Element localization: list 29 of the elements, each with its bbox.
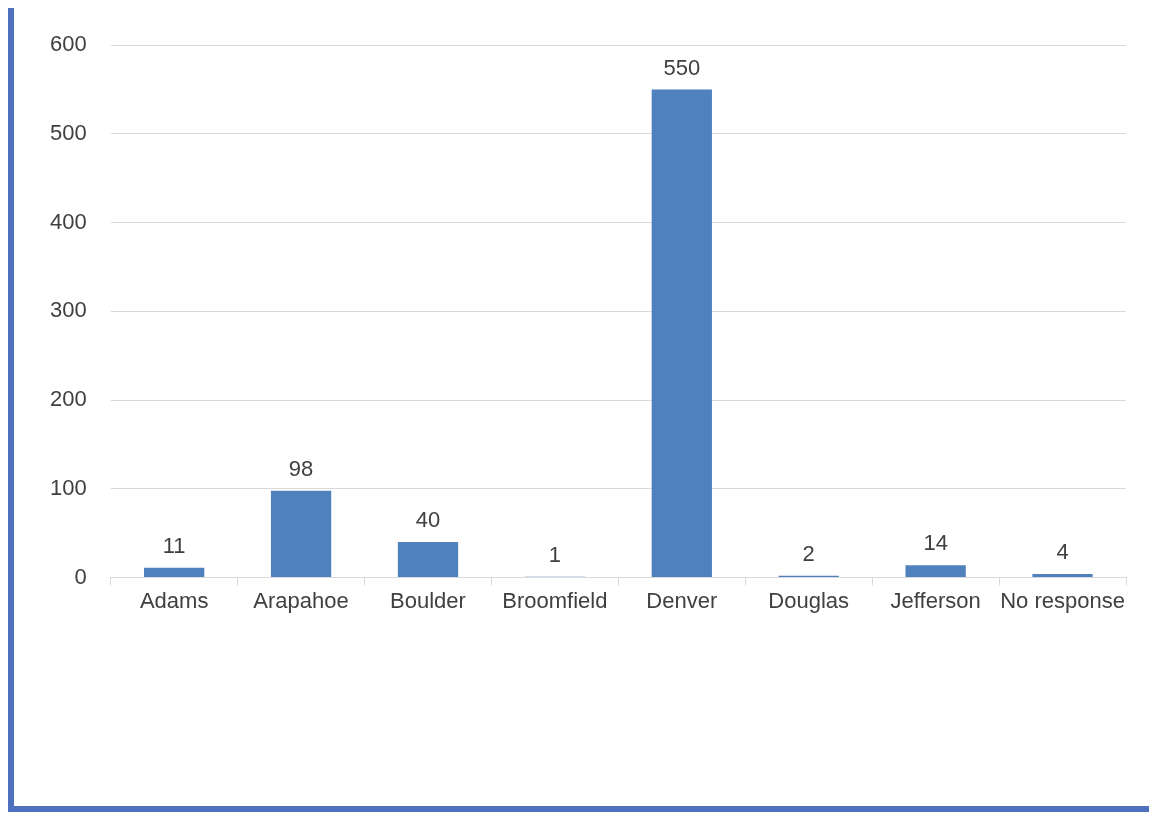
x-tick-label: Boulder xyxy=(390,587,466,613)
bar xyxy=(270,490,332,578)
x-tick-label: Jefferson xyxy=(890,587,981,613)
y-tick-label: 400 xyxy=(49,208,87,234)
x-tick-label: Broomfield xyxy=(502,587,608,613)
data-label: 14 xyxy=(923,530,948,556)
x-tick-label: Arapahoe xyxy=(253,587,349,613)
data-label: 1 xyxy=(548,541,562,567)
bar xyxy=(397,542,459,578)
data-label: 40 xyxy=(415,507,441,533)
y-tick-label: 500 xyxy=(49,120,87,145)
data-label: 4 xyxy=(1056,539,1069,565)
bar xyxy=(905,565,966,578)
x-tick-label: Adams xyxy=(139,587,209,613)
y-tick-label: 0 xyxy=(74,563,87,589)
bar xyxy=(144,567,205,578)
data-label: 550 xyxy=(663,54,701,80)
data-label: 98 xyxy=(288,455,314,481)
y-tick-label: 300 xyxy=(49,297,87,323)
bar xyxy=(651,89,712,578)
x-tick-label: Denver xyxy=(646,587,718,613)
y-tick-label: 600 xyxy=(49,31,87,57)
x-tick-label: No response xyxy=(1000,587,1125,613)
bar xyxy=(1032,574,1093,578)
y-tick-label: 100 xyxy=(49,474,87,500)
y-tick-label: 200 xyxy=(49,386,87,412)
data-label: 2 xyxy=(802,540,815,566)
x-tick-label: Douglas xyxy=(768,587,850,613)
data-label: 11 xyxy=(162,532,186,558)
